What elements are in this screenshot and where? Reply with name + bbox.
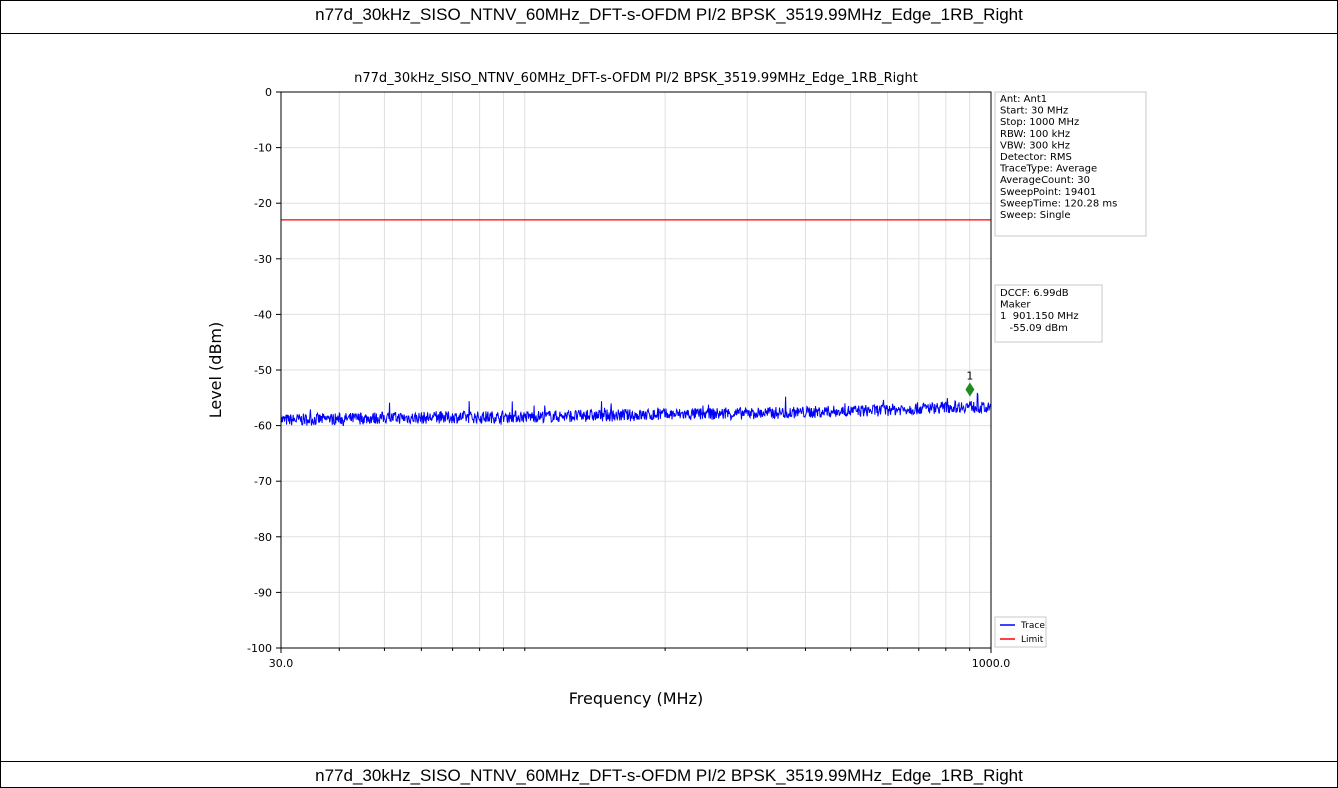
info-box-line: Ant: Ant1: [1000, 94, 1047, 105]
info-box-line: SweepTime: 120.28 ms: [1000, 198, 1117, 209]
marker-box-line: 1 901.150 MHz: [1000, 311, 1079, 322]
info-box-line: Start: 30 MHz: [1000, 106, 1068, 117]
chart-title: n77d_30kHz_SISO_NTNV_60MHz_DFT-s-OFDM PI…: [354, 71, 918, 86]
y-tick-label: -10: [254, 142, 272, 155]
y-tick-label: -30: [254, 253, 272, 266]
caption-bottom-divider: [0, 761, 1338, 762]
legend-limit-label: Limit: [1021, 635, 1044, 645]
info-box-line: Stop: 1000 MHz: [1000, 117, 1079, 128]
x-tick-label: 1000.0: [972, 657, 1011, 670]
y-tick-label: -80: [254, 531, 272, 544]
series-trace-line: [280, 392, 992, 427]
grid: [281, 91, 991, 649]
y-axis-ticks: 0 -10 -20 -30 -40 -50 -60 -70 -80 -90 -100: [247, 86, 281, 655]
y-tick-label: -40: [254, 308, 272, 321]
x-axis-ticks: 30.0 1000.0: [269, 648, 1011, 670]
legend-trace-label: Trace: [1020, 621, 1045, 631]
y-axis-label: Level (dBm): [206, 322, 225, 419]
y-tick-label: -70: [254, 475, 272, 488]
caption-top: n77d_30kHz_SISO_NTNV_60MHz_DFT-s-OFDM PI…: [315, 5, 1023, 24]
legend: Trace Limit: [994, 616, 1047, 648]
x-tick-label: 30.0: [269, 657, 294, 670]
y-tick-label: -100: [247, 642, 272, 655]
info-box-line: VBW: 300 kHz: [1000, 140, 1070, 151]
info-box-line: TraceType: Average: [999, 164, 1097, 175]
info-box-line: SweepPoint: 19401: [1000, 187, 1096, 198]
y-tick-label: -20: [254, 197, 272, 210]
y-tick-label: 0: [265, 86, 272, 99]
caption-bottom: n77d_30kHz_SISO_NTNV_60MHz_DFT-s-OFDM PI…: [315, 766, 1023, 785]
frame-left-border: [0, 0, 1, 788]
marker-box-line: -55.09 dBm: [1000, 323, 1068, 334]
frame-top-border: [0, 0, 1338, 1]
y-tick-label: -50: [254, 364, 272, 377]
series-layer: [280, 219, 992, 427]
info-box-line: RBW: 100 kHz: [1000, 129, 1070, 140]
marker-1-diamond: [965, 382, 975, 397]
marker-1-label: 1: [966, 369, 973, 382]
info-box-line: Detector: RMS: [1000, 152, 1072, 163]
caption-top-divider: [0, 33, 1338, 34]
info-box-line: AverageCount: 30: [1000, 175, 1090, 186]
marker-layer: 1: [965, 369, 975, 397]
y-tick-label: -90: [254, 586, 272, 599]
marker-box-line: Maker: [1000, 300, 1031, 311]
info-box-line: Sweep: Single: [1000, 210, 1070, 221]
y-tick-label: -60: [254, 420, 272, 433]
x-axis-label: Frequency (MHz): [569, 689, 703, 708]
marker-box-line: DCCF: 6.99dB: [1000, 288, 1069, 299]
